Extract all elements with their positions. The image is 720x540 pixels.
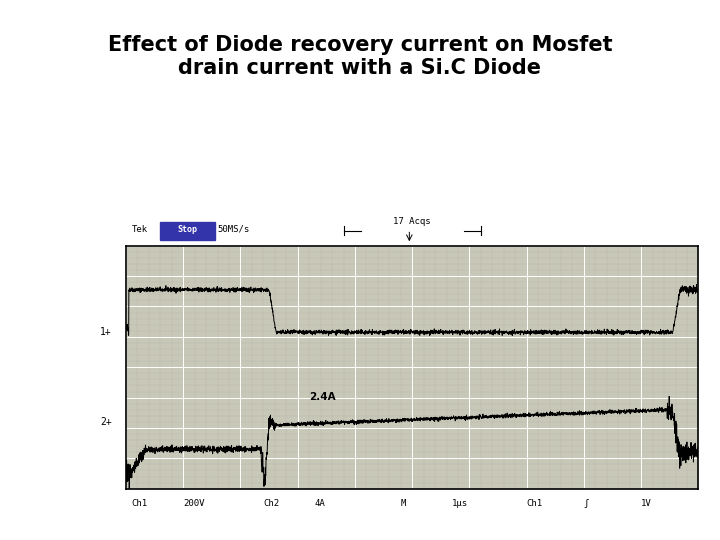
Text: 1μs: 1μs	[452, 499, 469, 508]
Text: 50MS/s: 50MS/s	[217, 225, 250, 234]
Text: Ch2: Ch2	[264, 499, 279, 508]
Text: 2.4A: 2.4A	[309, 392, 336, 402]
Text: Tek: Tek	[132, 225, 148, 234]
Text: 2+: 2+	[100, 417, 112, 427]
Text: Effect of Diode recovery current on Mosfet
drain current with a Si.C Diode: Effect of Diode recovery current on Mosf…	[108, 35, 612, 78]
Text: 200V: 200V	[183, 499, 204, 508]
Text: 1+: 1+	[100, 327, 112, 338]
Text: M: M	[401, 499, 406, 508]
Text: ʃ: ʃ	[584, 499, 589, 508]
Text: Stop: Stop	[177, 225, 197, 234]
Text: 1V: 1V	[641, 499, 652, 508]
Text: Ch1: Ch1	[526, 499, 543, 508]
Text: 4A: 4A	[315, 499, 325, 508]
Text: Ch1: Ch1	[132, 499, 148, 508]
FancyBboxPatch shape	[161, 221, 215, 240]
Text: 17 Acqs: 17 Acqs	[393, 217, 431, 226]
